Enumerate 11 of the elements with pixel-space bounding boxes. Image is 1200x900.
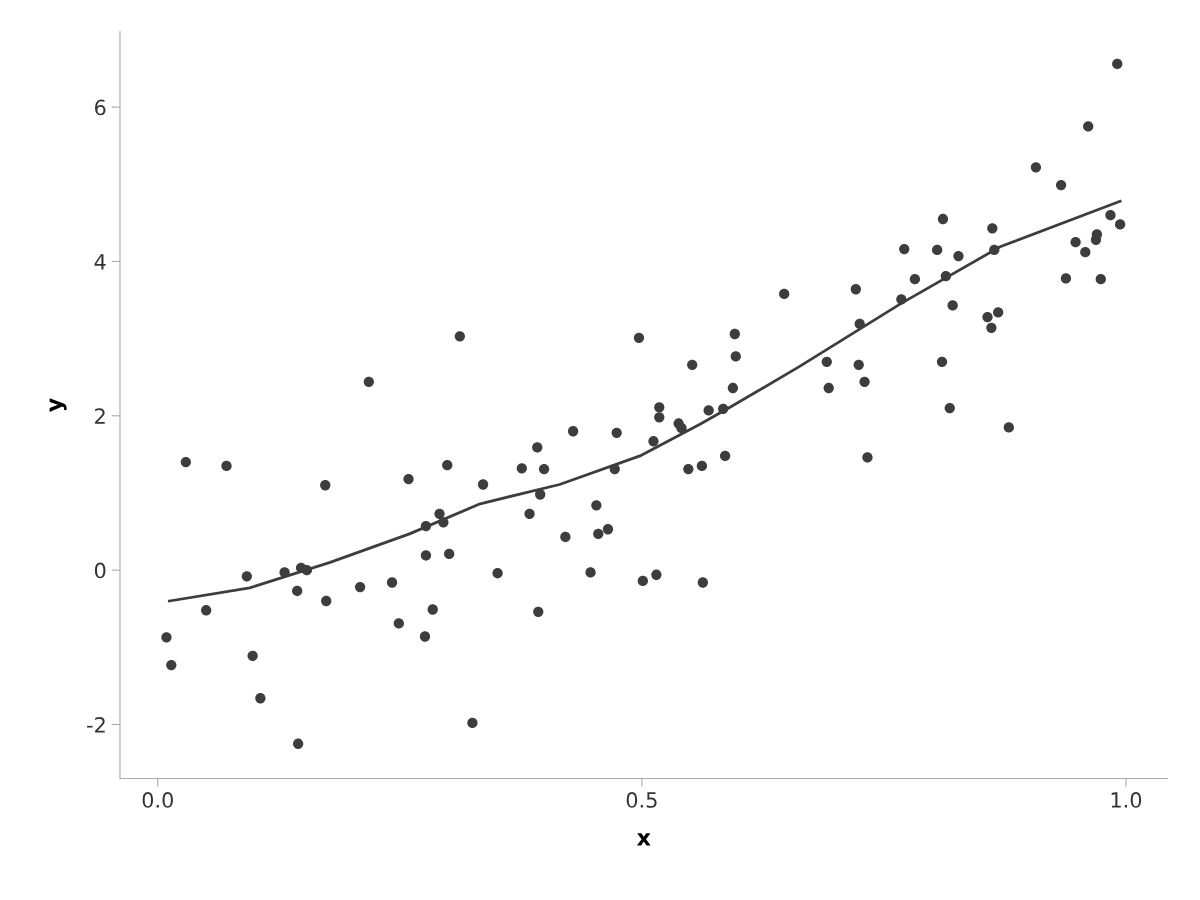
x-tick-label: 0.0 xyxy=(142,792,173,808)
y-tick-label: 2 xyxy=(95,408,105,424)
y-tick-label: 4 xyxy=(94,254,106,270)
x-axis-title: x xyxy=(636,833,651,846)
x-tick-label: 0.5 xyxy=(626,792,657,808)
x-tick-label: 1.0 xyxy=(1111,792,1142,808)
y-tick-label: 0 xyxy=(94,562,106,579)
y-axis-title: y xyxy=(49,398,67,412)
y-tick-label: -2 xyxy=(87,716,105,733)
line-series xyxy=(167,199,1122,603)
y-tick-label: 6 xyxy=(95,99,106,116)
